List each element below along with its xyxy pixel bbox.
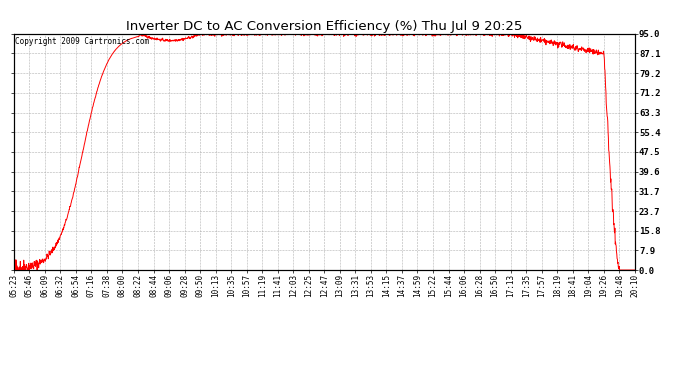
Text: Copyright 2009 Cartronics.com: Copyright 2009 Cartronics.com bbox=[15, 37, 149, 46]
Title: Inverter DC to AC Conversion Efficiency (%) Thu Jul 9 20:25: Inverter DC to AC Conversion Efficiency … bbox=[126, 20, 522, 33]
